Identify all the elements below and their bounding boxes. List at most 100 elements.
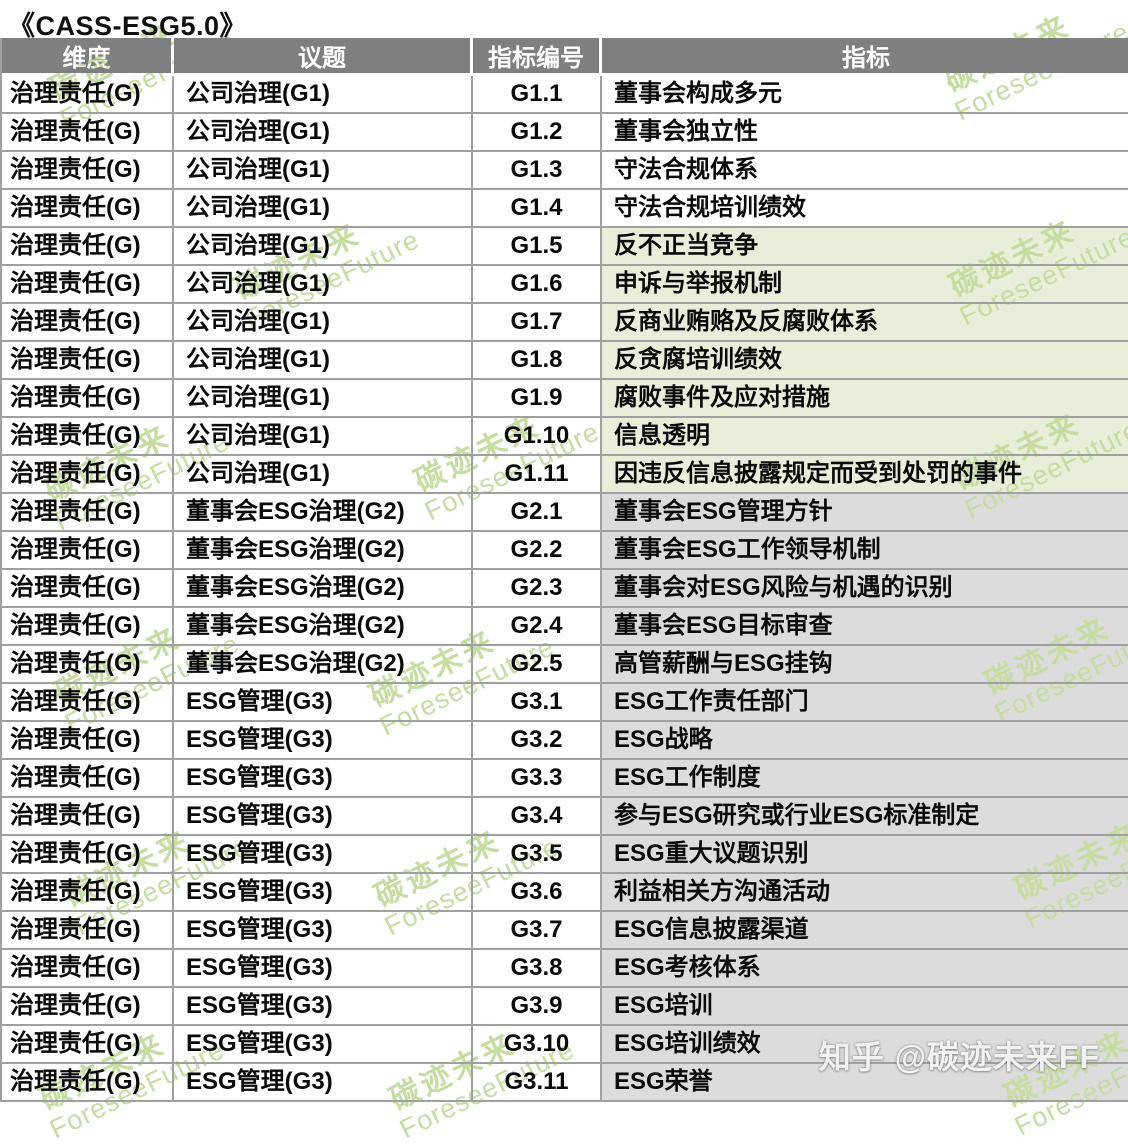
- cell-indicator: ESG工作责任部门: [602, 684, 1128, 722]
- cell-indicator: 守法合规体系: [602, 152, 1128, 190]
- cell-topic: ESG管理(G3): [174, 798, 473, 836]
- cell-indicator: 董事会ESG工作领导机制: [602, 532, 1128, 570]
- cell-topic: ESG管理(G3): [174, 874, 473, 912]
- cell-code: G1.10: [473, 418, 602, 456]
- cell-dimension: 治理责任(G): [2, 608, 174, 646]
- table-row: 治理责任(G) 公司治理(G1) G1.1 董事会构成多元: [2, 76, 1128, 114]
- table-row: 治理责任(G) ESG管理(G3) G3.6 利益相关方沟通活动: [2, 874, 1128, 912]
- cell-dimension: 治理责任(G): [2, 912, 174, 950]
- table-row: 治理责任(G) 公司治理(G1) G1.11 因违反信息披露规定而受到处罚的事件: [2, 456, 1128, 494]
- cell-indicator: ESG培训绩效: [602, 1026, 1128, 1064]
- cell-code: G3.11: [473, 1064, 602, 1102]
- cell-topic: ESG管理(G3): [174, 988, 473, 1026]
- cell-dimension: 治理责任(G): [2, 418, 174, 456]
- cell-topic: 董事会ESG治理(G2): [174, 608, 473, 646]
- cell-topic: ESG管理(G3): [174, 1064, 473, 1102]
- cell-indicator: 董事会对ESG风险与机遇的识别: [602, 570, 1128, 608]
- table-row: 治理责任(G) 董事会ESG治理(G2) G2.5 高管薪酬与ESG挂钩: [2, 646, 1128, 684]
- cell-code: G1.3: [473, 152, 602, 190]
- cell-code: G3.5: [473, 836, 602, 874]
- table-row: 治理责任(G) 公司治理(G1) G1.9 腐败事件及应对措施: [2, 380, 1128, 418]
- cell-dimension: 治理责任(G): [2, 874, 174, 912]
- table-row: 治理责任(G) 公司治理(G1) G1.10 信息透明: [2, 418, 1128, 456]
- page-title: 《CASS-ESG5.0》: [8, 11, 248, 41]
- cell-indicator: ESG工作制度: [602, 760, 1128, 798]
- cell-topic: 董事会ESG治理(G2): [174, 646, 473, 684]
- cell-code: G1.4: [473, 190, 602, 228]
- table-row: 治理责任(G) 董事会ESG治理(G2) G2.1 董事会ESG管理方针: [2, 494, 1128, 532]
- table-row: 治理责任(G) ESG管理(G3) G3.1 ESG工作责任部门: [2, 684, 1128, 722]
- cell-topic: ESG管理(G3): [174, 684, 473, 722]
- cell-topic: ESG管理(G3): [174, 950, 473, 988]
- cell-topic: 公司治理(G1): [174, 456, 473, 494]
- cell-topic: 公司治理(G1): [174, 228, 473, 266]
- cell-dimension: 治理责任(G): [2, 532, 174, 570]
- cell-topic: 董事会ESG治理(G2): [174, 532, 473, 570]
- cell-dimension: 治理责任(G): [2, 1026, 174, 1064]
- cell-code: G3.10: [473, 1026, 602, 1064]
- cell-code: G2.1: [473, 494, 602, 532]
- cell-indicator: ESG重大议题识别: [602, 836, 1128, 874]
- cell-dimension: 治理责任(G): [2, 228, 174, 266]
- table-row: 治理责任(G) 公司治理(G1) G1.6 申诉与举报机制: [2, 266, 1128, 304]
- table-row: 治理责任(G) ESG管理(G3) G3.9 ESG培训: [2, 988, 1128, 1026]
- cell-indicator: 因违反信息披露规定而受到处罚的事件: [602, 456, 1128, 494]
- cell-dimension: 治理责任(G): [2, 836, 174, 874]
- cell-dimension: 治理责任(G): [2, 570, 174, 608]
- table-row: 治理责任(G) ESG管理(G3) G3.7 ESG信息披露渠道: [2, 912, 1128, 950]
- cell-dimension: 治理责任(G): [2, 684, 174, 722]
- cell-dimension: 治理责任(G): [2, 380, 174, 418]
- table-row: 治理责任(G) 公司治理(G1) G1.3 守法合规体系: [2, 152, 1128, 190]
- cell-indicator: ESG考核体系: [602, 950, 1128, 988]
- cell-code: G1.6: [473, 266, 602, 304]
- cell-indicator: 守法合规培训绩效: [602, 190, 1128, 228]
- table-row: 治理责任(G) 董事会ESG治理(G2) G2.2 董事会ESG工作领导机制: [2, 532, 1128, 570]
- column-header-topic: 议题: [174, 38, 473, 76]
- table-row: 治理责任(G) 公司治理(G1) G1.8 反贪腐培训绩效: [2, 342, 1128, 380]
- cell-code: G1.8: [473, 342, 602, 380]
- cell-topic: ESG管理(G3): [174, 836, 473, 874]
- cell-dimension: 治理责任(G): [2, 76, 174, 114]
- cell-dimension: 治理责任(G): [2, 114, 174, 152]
- cell-indicator: 信息透明: [602, 418, 1128, 456]
- cell-topic: ESG管理(G3): [174, 912, 473, 950]
- table-body: 治理责任(G) 公司治理(G1) G1.1 董事会构成多元 治理责任(G) 公司治理(G1…: [2, 76, 1128, 1102]
- cell-code: G1.5: [473, 228, 602, 266]
- cell-indicator: ESG战略: [602, 722, 1128, 760]
- cell-code: G3.9: [473, 988, 602, 1026]
- cell-indicator: ESG荣誉: [602, 1064, 1128, 1102]
- cell-indicator: 高管薪酬与ESG挂钩: [602, 646, 1128, 684]
- cell-dimension: 治理责任(G): [2, 456, 174, 494]
- cell-topic: ESG管理(G3): [174, 1026, 473, 1064]
- cell-topic: 董事会ESG治理(G2): [174, 570, 473, 608]
- cell-indicator: ESG信息披露渠道: [602, 912, 1128, 950]
- cell-code: G3.8: [473, 950, 602, 988]
- cell-indicator: 申诉与举报机制: [602, 266, 1128, 304]
- esg-indicator-table: 维度 议题 指标编号 指标 治理责任(G) 公司治理(G1) G1.1 董事会构成多元 治理责…: [0, 38, 1128, 1102]
- table-row: 治理责任(G) ESG管理(G3) G3.4 参与ESG研究或行业ESG标准制定: [2, 798, 1128, 836]
- cell-topic: 董事会ESG治理(G2): [174, 494, 473, 532]
- page: 《CASS-ESG5.0》 维度 议题 指标编号 指标 治理责任(G) 公司治理(G1)…: [0, 9, 1128, 1144]
- table-row: 治理责任(G) 公司治理(G1) G1.4 守法合规培训绩效: [2, 190, 1128, 228]
- cell-code: G1.9: [473, 380, 602, 418]
- table-row: 治理责任(G) 公司治理(G1) G1.7 反商业贿赂及反腐败体系: [2, 304, 1128, 342]
- cell-dimension: 治理责任(G): [2, 152, 174, 190]
- table-row: 治理责任(G) ESG管理(G3) G3.3 ESG工作制度: [2, 760, 1128, 798]
- cell-indicator: 董事会ESG管理方针: [602, 494, 1128, 532]
- cell-code: G2.2: [473, 532, 602, 570]
- cell-topic: 公司治理(G1): [174, 418, 473, 456]
- cell-topic: 公司治理(G1): [174, 152, 473, 190]
- cell-code: G3.1: [473, 684, 602, 722]
- cell-dimension: 治理责任(G): [2, 646, 174, 684]
- cell-topic: 公司治理(G1): [174, 304, 473, 342]
- table-row: 治理责任(G) 董事会ESG治理(G2) G2.4 董事会ESG目标审查: [2, 608, 1128, 646]
- cell-code: G3.3: [473, 760, 602, 798]
- column-header-dimension: 维度: [2, 38, 174, 76]
- cell-indicator: 反不正当竞争: [602, 228, 1128, 266]
- cell-dimension: 治理责任(G): [2, 760, 174, 798]
- cell-dimension: 治理责任(G): [2, 950, 174, 988]
- cell-dimension: 治理责任(G): [2, 494, 174, 532]
- cell-dimension: 治理责任(G): [2, 1064, 174, 1102]
- table-row: 治理责任(G) ESG管理(G3) G3.5 ESG重大议题识别: [2, 836, 1128, 874]
- table-row: 治理责任(G) ESG管理(G3) G3.2 ESG战略: [2, 722, 1128, 760]
